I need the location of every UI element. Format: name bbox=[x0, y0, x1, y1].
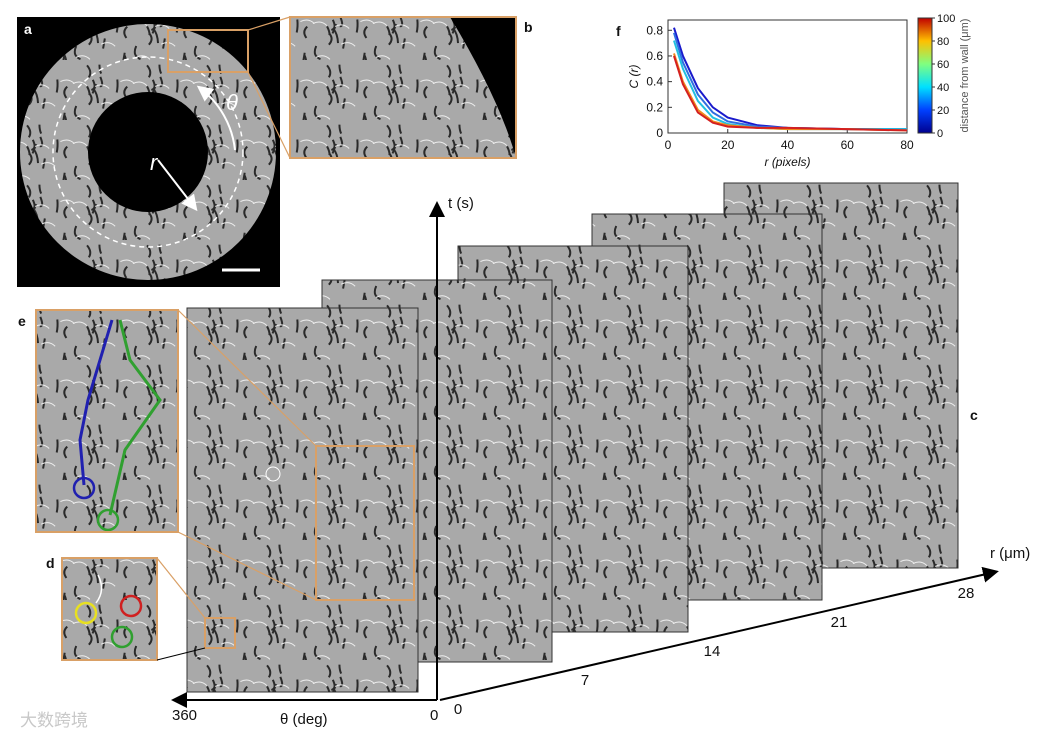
t-axis-label: t (s) bbox=[448, 195, 474, 212]
colorbar-tick-label: 80 bbox=[937, 36, 949, 48]
r-label: r bbox=[150, 150, 159, 175]
y-tick-label: 0 bbox=[656, 126, 663, 140]
theta-tick: 360 bbox=[172, 707, 197, 724]
theta-axis-label: θ (deg) bbox=[280, 711, 328, 728]
panel-label: f bbox=[616, 23, 621, 39]
panel-f: 0 20 40 60 80 0 0.2 0.4 0.6 0.8 r (pixels) C (r) 0 20… bbox=[627, 13, 971, 169]
colorbar-tick-label: 40 bbox=[937, 82, 949, 94]
colorbar-tick-label: 20 bbox=[937, 105, 949, 117]
x-tick-label: 0 bbox=[665, 138, 672, 152]
r-tick: 0 bbox=[454, 701, 462, 718]
x-tick-label: 60 bbox=[841, 138, 855, 152]
x-tick-label: 80 bbox=[900, 138, 914, 152]
colorbar-label: distance from wall (μm) bbox=[959, 19, 971, 133]
series-line bbox=[673, 40, 907, 131]
colorbar bbox=[917, 17, 933, 134]
r-tick: 21 bbox=[831, 614, 848, 631]
panel-b: b bbox=[247, 16, 533, 159]
r-tick: 7 bbox=[581, 672, 589, 689]
y-tick-label: 0.2 bbox=[646, 100, 663, 114]
r-tick: 28 bbox=[958, 585, 975, 602]
panel-e: e bbox=[18, 309, 317, 601]
colorbar-tick-label: 60 bbox=[937, 59, 949, 71]
panel-label: d bbox=[46, 555, 55, 571]
panel-label: b bbox=[524, 19, 533, 35]
panel-label: c bbox=[970, 407, 978, 423]
watermark: 大数跨境 bbox=[20, 711, 88, 730]
y-tick-label: 0.6 bbox=[646, 49, 663, 63]
r-tick: 14 bbox=[704, 643, 721, 660]
y-tick-label: 0.8 bbox=[646, 23, 663, 37]
x-axis-label: r (pixels) bbox=[764, 155, 810, 169]
panel-c: c t (s) θ (deg) 360 0 r (μm) 0 7 14 21 28 bbox=[171, 182, 1030, 728]
x-tick-label: 20 bbox=[721, 138, 735, 152]
y-axis-label: C (r) bbox=[627, 65, 641, 89]
panel-label: e bbox=[18, 313, 26, 329]
series-line bbox=[673, 55, 908, 132]
theta-label: θ bbox=[226, 90, 238, 115]
panel-a: a θ r bbox=[17, 17, 280, 287]
theta-tick: 0 bbox=[430, 707, 438, 724]
x-tick-label: 40 bbox=[781, 138, 795, 152]
panel-d: d bbox=[46, 555, 206, 661]
colorbar-tick-label: 0 bbox=[937, 128, 943, 140]
y-tick-label: 0.4 bbox=[646, 75, 663, 89]
r-axis-label: r (μm) bbox=[990, 545, 1030, 562]
panel-label: a bbox=[24, 21, 32, 37]
colorbar-tick-label: 100 bbox=[937, 13, 955, 25]
